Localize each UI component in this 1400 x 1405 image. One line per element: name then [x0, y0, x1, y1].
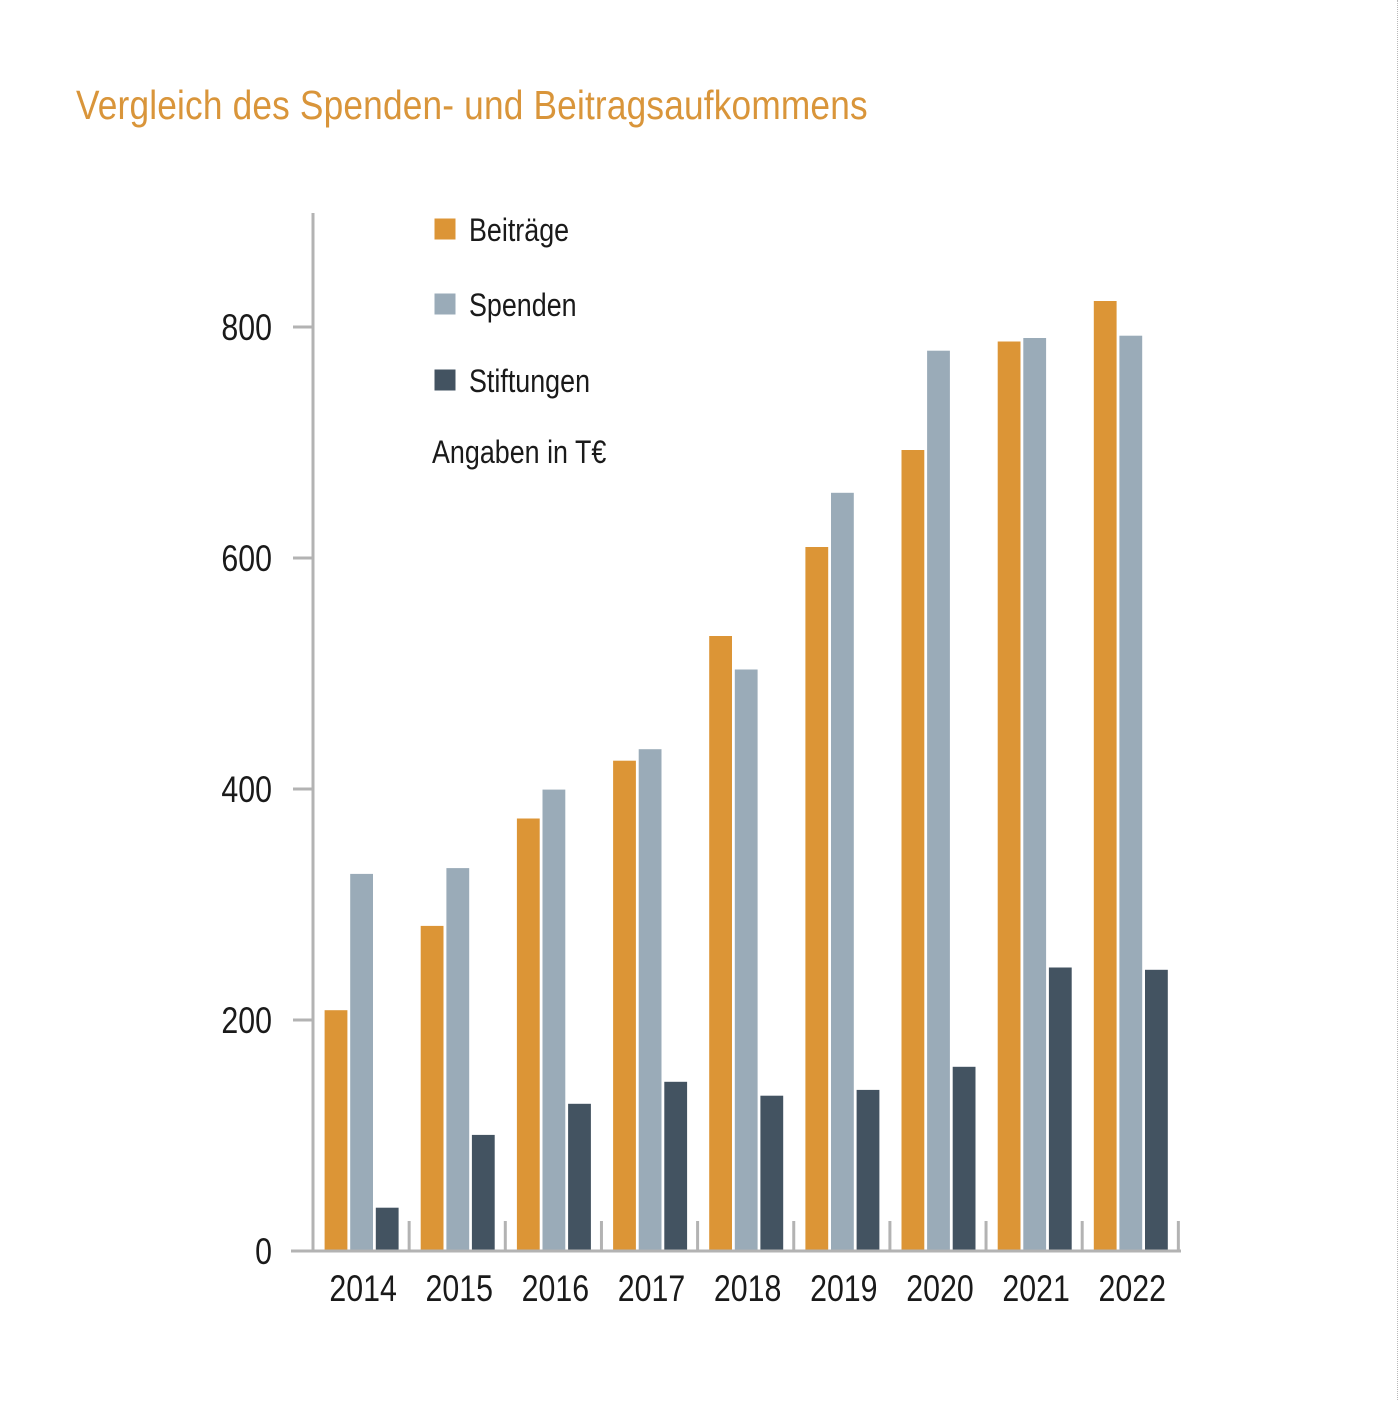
- chart-title: Vergleich des Spenden- und Beitragsaufko…: [76, 82, 868, 128]
- unit-note: Angaben in T€: [432, 435, 607, 471]
- x-tick-label-2014: 2014: [329, 1268, 396, 1310]
- bar-beitraege-2016: [515, 817, 541, 1252]
- bar-spenden-2014: [349, 872, 375, 1252]
- y-tick-label-0: 0: [255, 1231, 272, 1273]
- y-tick-label-600: 600: [221, 538, 272, 580]
- x-tick-label-2016: 2016: [522, 1268, 589, 1310]
- bar-stiftungen-2022: [1143, 968, 1170, 1252]
- bar-stiftungen-2019: [855, 1088, 881, 1252]
- bar-spenden-2017: [637, 747, 663, 1252]
- bar-stiftungen-2015: [470, 1133, 496, 1252]
- bar-beitraege-2015: [419, 924, 445, 1252]
- legend-label-spenden: Spenden: [469, 288, 577, 324]
- bar-beitraege-2018: [707, 634, 734, 1252]
- bar-spenden-2019: [829, 491, 856, 1252]
- bar-beitraege-2014: [323, 1008, 349, 1252]
- legend-label-beitraege: Beiträge: [469, 213, 569, 249]
- page-edge-dotted-line: [1397, 0, 1398, 1400]
- bar-beitraege-2019: [804, 545, 830, 1252]
- bar-beitraege-2017: [611, 759, 638, 1252]
- axes-layer: 0 200 400 600 800 2014 2015 2016 2017 2018 2019 202…: [221, 213, 1181, 1310]
- bar-beitraege-2022: [1092, 299, 1118, 1252]
- x-tick-label-2021: 2021: [1002, 1268, 1069, 1310]
- bar-spenden-2021: [1022, 336, 1048, 1252]
- bar-stiftungen-2016: [566, 1102, 593, 1252]
- bar-beitraege-2021: [996, 340, 1022, 1252]
- bar-stiftungen-2021: [1047, 966, 1073, 1252]
- bar-spenden-2022: [1118, 334, 1144, 1252]
- bar-stiftungen-2020: [951, 1065, 977, 1252]
- bar-spenden-2015: [445, 866, 471, 1252]
- bar-stiftungen-2017: [663, 1080, 689, 1252]
- bar-spenden-2020: [925, 349, 952, 1252]
- y-tick-label-200: 200: [221, 1000, 272, 1042]
- legend-swatch-beitraege: [433, 217, 457, 241]
- x-tick-label-2017: 2017: [618, 1268, 685, 1310]
- legend: Beiträge Spenden Stiftungen Angaben in T€: [432, 213, 607, 471]
- x-tick-label-2019: 2019: [810, 1268, 877, 1310]
- bar-beitraege-2020: [900, 448, 926, 1252]
- bar-stiftungen-2018: [759, 1094, 785, 1252]
- bar-spenden-2018: [733, 668, 759, 1252]
- legend-swatch-spenden: [433, 292, 457, 316]
- y-tick-label-800: 800: [221, 307, 272, 349]
- y-tick-label-400: 400: [221, 769, 272, 811]
- x-tick-label-2022: 2022: [1099, 1268, 1166, 1310]
- x-tick-label-2018: 2018: [714, 1268, 781, 1310]
- bar-stiftungen-2014: [374, 1206, 400, 1252]
- legend-label-stiftungen: Stiftungen: [469, 364, 590, 400]
- x-tick-label-2020: 2020: [906, 1268, 973, 1310]
- bars-layer: [323, 299, 1170, 1252]
- legend-swatch-stiftungen: [433, 368, 457, 392]
- bar-spenden-2016: [541, 788, 567, 1252]
- x-tick-label-2015: 2015: [425, 1268, 492, 1310]
